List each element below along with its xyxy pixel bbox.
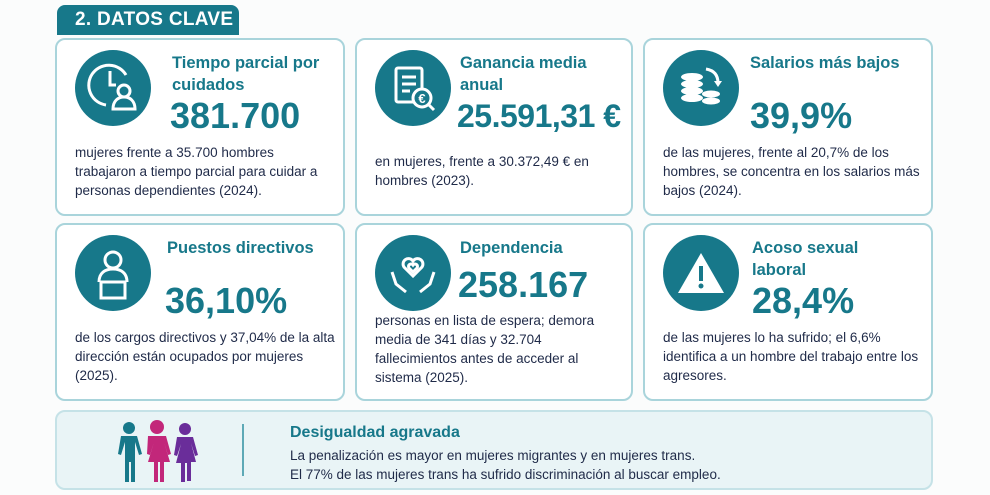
card-description: de las mujeres lo ha sufrido; el 6,6% id…: [663, 330, 919, 383]
euro-document-icon: €: [375, 50, 451, 126]
card-description: personas en lista de espera; demora medi…: [375, 313, 595, 385]
card-acoso: Acoso sexual laboral 28,4% de las mujere…: [643, 223, 933, 401]
section-title: 2. DATOS CLAVE: [57, 5, 239, 35]
card-title: Tiempo parcial por cuidados: [172, 54, 320, 94]
card-value: 25.591,31 €: [457, 98, 621, 134]
svg-text:€: €: [418, 91, 425, 106]
banner-line-1: La penalización es mayor en mujeres migr…: [290, 448, 696, 463]
banner-line-2: El 77% de las mujeres trans ha sufrido d…: [290, 467, 721, 482]
heart-hands-icon: [375, 235, 451, 311]
banner-title: Desigualdad agravada: [290, 424, 460, 441]
card-description: en mujeres, frente a 30.372,49 € en homb…: [375, 154, 589, 188]
divider: [242, 424, 244, 476]
three-women-icon: [112, 420, 202, 489]
coins-down-icon: [663, 50, 739, 126]
woman-executive-icon: [75, 235, 151, 311]
warning-icon: [663, 235, 739, 311]
card-description: mujeres frente a 35.700 hombres trabajar…: [75, 145, 318, 198]
card-puestos-directivos: Puestos directivos 36,10% de los cargos …: [55, 223, 345, 401]
card-title: Salarios más bajos: [750, 54, 900, 72]
card-value: 381.700: [170, 95, 301, 136]
card-description: de las mujeres, frente al 20,7% de los h…: [663, 145, 920, 198]
card-value: 28,4%: [752, 280, 855, 321]
card-ganancia: € Ganancia media anual 25.591,31 € en mu…: [355, 38, 633, 216]
clock-person-icon: [75, 50, 151, 126]
card-title: Dependencia: [460, 239, 563, 257]
card-value: 36,10%: [165, 280, 288, 321]
card-title: Acoso sexual laboral: [752, 239, 859, 279]
card-value: 258.167: [458, 264, 589, 305]
card-dependencia: Dependencia 258.167 personas en lista de…: [355, 223, 633, 401]
card-value: 39,9%: [750, 95, 853, 136]
card-salarios: Salarios más bajos 39,9% de las mujeres,…: [643, 38, 933, 216]
card-title: Puestos directivos: [167, 239, 314, 257]
card-title: Ganancia media anual: [460, 54, 587, 94]
banner-desigualdad: Desigualdad agravada La penalización es …: [55, 410, 933, 490]
card-tiempo-parcial: Tiempo parcial por cuidados 381.700 muje…: [55, 38, 345, 216]
card-description: de los cargos directivos y 37,04% de la …: [75, 330, 335, 383]
